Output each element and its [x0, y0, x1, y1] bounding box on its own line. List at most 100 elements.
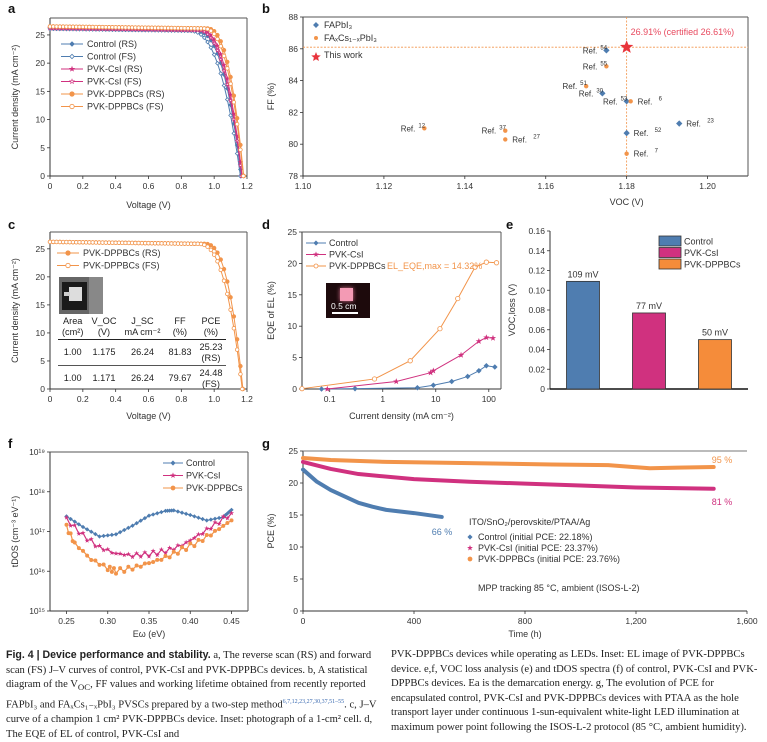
x-axis-label: Voltage (V) — [126, 200, 171, 210]
data-point — [208, 533, 213, 538]
point-label-ref: 27 — [533, 134, 540, 140]
data-point — [216, 521, 222, 527]
data-point — [163, 554, 168, 559]
data-point — [109, 569, 114, 574]
x-tick-label: 800 — [518, 616, 532, 626]
data-point — [80, 524, 86, 530]
y-axis-label: PCE (%) — [266, 513, 276, 548]
data-point — [188, 541, 193, 546]
data-point — [603, 47, 610, 54]
data-point — [240, 386, 245, 392]
legend-label: Control — [684, 237, 713, 247]
bar-control — [566, 280, 600, 390]
data-point — [583, 83, 589, 89]
legend-swatch — [658, 258, 682, 270]
x-axis-label: Eω (eV) — [133, 629, 166, 639]
panel-a: 0 5 10 15 20 25 0 0.2 0.4 0.6 0.8 1.0 1.2 Voltage (V)… — [10, 17, 253, 210]
data-point — [201, 28, 208, 35]
data-point — [492, 364, 498, 370]
x-tick-label: 0.1 — [324, 394, 336, 404]
table-header: V_OC (V) — [87, 316, 121, 340]
data-point — [472, 264, 478, 270]
data-point-ref-7: Ref. 7 — [624, 149, 659, 159]
panel-letter: f — [8, 436, 13, 451]
table-header: PCE (%) — [195, 316, 227, 340]
data-point — [324, 385, 331, 392]
data-point — [208, 517, 214, 522]
data-point — [220, 513, 226, 519]
citation-link[interactable]: 6,7,12,23,27,30,37,51–55 — [282, 698, 345, 705]
data-point — [142, 516, 148, 521]
data-point — [212, 519, 218, 525]
y-tick-label: 0.02 — [528, 364, 545, 374]
data-point-ref-6: Ref. 6 — [628, 96, 663, 106]
data-point — [126, 564, 131, 569]
y-tick-label: 25 — [289, 446, 299, 456]
x-tick-label: 1 — [380, 394, 385, 404]
data-point — [195, 531, 202, 537]
data-point — [122, 527, 127, 533]
x-tick-label: 0.40 — [182, 616, 199, 626]
point-label: Ref. — [512, 135, 527, 144]
data-point — [483, 334, 490, 341]
data-point — [218, 71, 224, 76]
y-tick-label: 25 — [36, 244, 46, 254]
x-tick-label: 1,200 — [625, 616, 647, 626]
data-point — [218, 51, 224, 57]
y-tick-label: 15 — [36, 300, 46, 310]
y-tick-label: 5 — [40, 143, 45, 153]
data-point — [218, 257, 223, 262]
data-point — [211, 245, 217, 251]
data-point — [125, 551, 131, 557]
caption-right: PVK-DPPBCs devices while operating as LE… — [391, 649, 758, 733]
data-point — [218, 44, 223, 49]
data-point — [352, 385, 358, 392]
y-tick-label: 5 — [40, 356, 45, 366]
point-label-ref: 53 — [621, 96, 628, 102]
data-point — [234, 121, 240, 127]
table-cell: 26.24 — [120, 339, 165, 366]
y-axis-label: Current density (mA cm⁻²) — [10, 45, 20, 150]
data-point — [63, 514, 70, 520]
data-point — [117, 551, 123, 556]
legend-label: PVK-DPPBCs (RS) — [87, 89, 165, 99]
series-line — [301, 459, 716, 491]
legend-item: PVK-DPPBCs — [163, 483, 243, 493]
series-pvk-csi — [324, 334, 497, 392]
data-point — [171, 508, 176, 513]
data-point — [188, 512, 193, 518]
x-axis-label: Current density (mA cm⁻²) — [349, 411, 454, 421]
data-point — [134, 550, 140, 556]
data-point — [476, 368, 482, 374]
data-point — [81, 548, 86, 553]
data-point — [228, 307, 233, 312]
legend-item: PVK-DPPBCs (RS) — [61, 89, 165, 99]
data-point — [218, 267, 223, 273]
data-point — [76, 546, 81, 551]
data-point — [455, 295, 461, 302]
data-point — [234, 137, 240, 144]
data-point — [483, 362, 490, 369]
data-point — [241, 173, 246, 179]
data-point — [299, 386, 305, 392]
data-point — [204, 525, 210, 531]
point-label-ref: 23 — [707, 119, 714, 125]
data-point — [231, 100, 237, 105]
data-point — [221, 278, 227, 283]
y-tick-label: 0 — [292, 384, 297, 394]
scale-bar — [332, 312, 358, 314]
data-point — [205, 244, 210, 249]
x-tick-label: 0.2 — [77, 394, 89, 404]
data-point — [489, 334, 497, 341]
x-tick-label: 0.2 — [77, 181, 89, 191]
data-point-ref-53: Ref. 53 — [603, 96, 630, 106]
legend-label: FAₓCs₁₋ₓPbI₃ — [324, 33, 377, 43]
data-point — [227, 97, 234, 103]
test-condition-note: MPP tracking 85 °C, ambient (ISOS-L-2) — [478, 583, 640, 593]
data-point — [146, 553, 152, 559]
point-label: Ref. — [579, 89, 594, 98]
y-tick-label: 10¹⁷ — [30, 527, 45, 537]
legend-label: PVK-DPPBCs (FS) — [87, 102, 164, 112]
data-point — [175, 509, 181, 514]
